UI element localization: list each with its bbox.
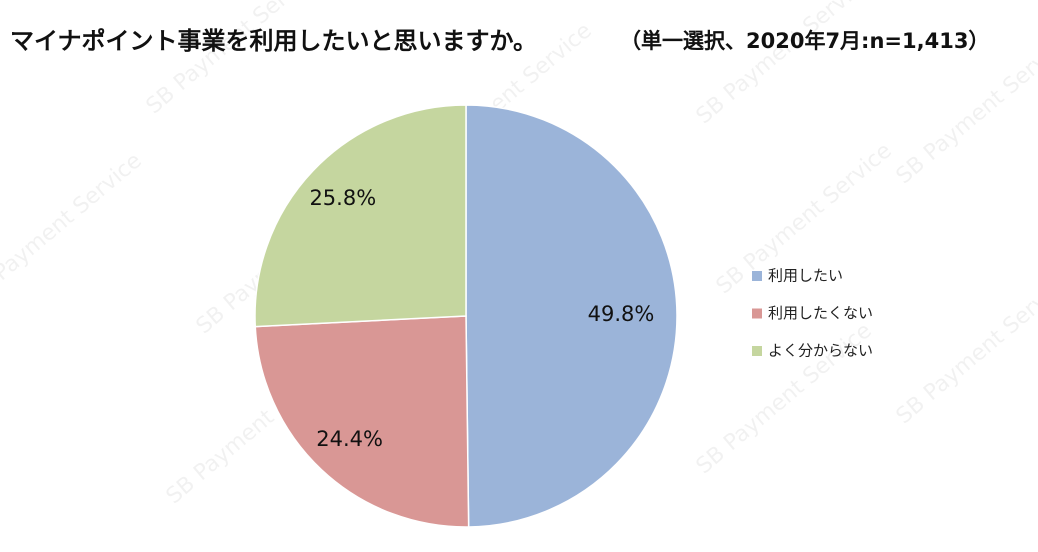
- data-label: 24.4%: [316, 427, 383, 451]
- chart-title: マイナポイント事業を利用したいと思いますか。: [10, 27, 537, 55]
- legend-swatch: [752, 308, 762, 319]
- legend-label: 利用したい: [768, 267, 843, 285]
- legend-label: よく分からない: [768, 342, 873, 360]
- legend-swatch: [752, 271, 762, 281]
- legend-swatch: [752, 346, 762, 356]
- pie-slice: [465, 104, 678, 528]
- pie-slice: [254, 104, 467, 328]
- data-label: 25.8%: [309, 186, 376, 210]
- data-label: 49.8%: [588, 302, 655, 326]
- pie-slice: [254, 315, 470, 528]
- chart-subtitle: （単一選択、2020年7月:n=1,413）: [620, 29, 989, 53]
- legend-label: 利用したくない: [768, 304, 873, 322]
